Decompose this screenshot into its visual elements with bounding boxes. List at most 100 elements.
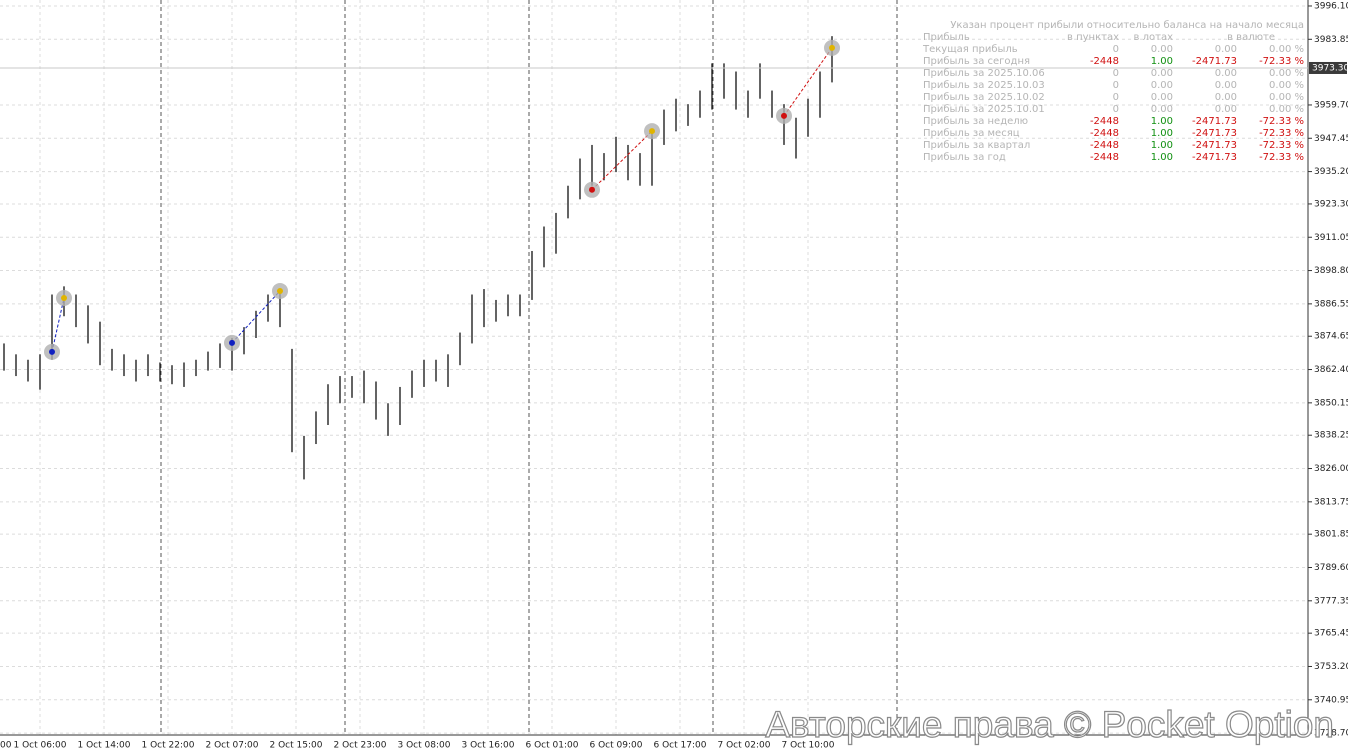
- panel-cell: 0.00: [1151, 92, 1173, 103]
- y-tick-label: 3959.70: [1314, 100, 1348, 110]
- panel-cell: -2448: [1090, 56, 1119, 67]
- panel-cell: -72.33 %: [1259, 116, 1304, 127]
- panel-cell: 0.00 %: [1269, 44, 1304, 55]
- x-tick-label: 1 Oct 06:00: [14, 741, 67, 751]
- panel-column: в пунктах: [1067, 32, 1119, 43]
- day-separators: [160, 0, 898, 735]
- panel-cell: 0: [1113, 104, 1119, 115]
- y-tick-label: 3886.55: [1314, 299, 1348, 309]
- y-tick-label: 3838.25: [1314, 431, 1348, 441]
- x-tick-label: 7 Oct 10:00: [782, 741, 835, 751]
- panel-cell: -72.33 %: [1259, 56, 1304, 67]
- panel-cell: -2448: [1090, 116, 1119, 127]
- y-tick-label: 3765.45: [1314, 629, 1348, 639]
- panel-cell: 1.00: [1151, 56, 1173, 67]
- panel-cell: 0.00: [1215, 104, 1237, 115]
- panel-cell: Текущая прибыль: [922, 44, 1018, 55]
- watermark: Авторские права © Pocket Option: [765, 704, 1334, 745]
- y-tick-label: 3753.20: [1314, 662, 1348, 672]
- trade-line: [591, 130, 653, 191]
- x-tick-label: 6 Oct 01:00: [526, 741, 579, 751]
- x-tick-label: 6 Oct 09:00: [590, 741, 643, 751]
- panel-cell: 0.00 %: [1269, 80, 1304, 91]
- panel-cell: -2471.73: [1192, 56, 1237, 67]
- trade-close-dot: [61, 295, 67, 302]
- panel-cell: Прибыль за 2025.10.01: [923, 104, 1045, 115]
- current-price-label: 3973.30: [1312, 63, 1348, 73]
- panel-title: Указан процент прибыли относительно бала…: [950, 20, 1304, 31]
- y-tick-label: 3862.40: [1314, 365, 1348, 375]
- x-tick-label: 1 Oct 22:00: [142, 741, 195, 751]
- panel-cell: Прибыль за квартал: [923, 140, 1030, 151]
- panel-cell: Прибыль за 2025.10.03: [923, 80, 1045, 91]
- x-tick-label: 7 Oct 02:00: [718, 741, 771, 751]
- panel-cell: 0.00: [1215, 80, 1237, 91]
- panel-cell: Прибыль за неделю: [923, 116, 1028, 127]
- trade-open-dot: [229, 339, 235, 346]
- y-tick-label: 3740.95: [1314, 695, 1348, 705]
- y-tick-label: 3789.60: [1314, 563, 1348, 573]
- x-tick-label: 6 Oct 17:00: [654, 741, 707, 751]
- panel-cell: 0: [1113, 44, 1119, 55]
- y-tick-label: 3813.75: [1314, 497, 1348, 507]
- panel-cell: 0.00: [1215, 68, 1237, 79]
- panel-cell: -2471.73: [1192, 116, 1237, 127]
- y-tick-label: 3728.70: [1314, 729, 1348, 739]
- panel-cell: 0.00: [1151, 68, 1173, 79]
- trades: [44, 39, 840, 360]
- trade-line: [51, 297, 65, 352]
- current-price-box: [1309, 61, 1347, 74]
- panel-cell: Прибыль за сегодня: [923, 56, 1030, 67]
- x-tick-label: 2 Oct 15:00: [270, 741, 323, 751]
- panel-cell: 1.00: [1151, 152, 1173, 163]
- grid: [0, 0, 1308, 735]
- panel-cell: -2448: [1090, 128, 1119, 139]
- panel-cell: -2471.73: [1192, 152, 1237, 163]
- x-tick-label: 00: [0, 741, 12, 751]
- y-tick-label: 3898.80: [1314, 266, 1348, 276]
- x-tick-label: 3 Oct 16:00: [462, 741, 515, 751]
- panel-cell: 1.00: [1151, 140, 1173, 151]
- y-tick-label: 3850.15: [1314, 398, 1348, 408]
- panel-cell: 0: [1113, 92, 1119, 103]
- y-tick-label: 3983.85: [1314, 35, 1348, 45]
- panel-column: в валюте: [1227, 32, 1275, 43]
- panel-cell: Прибыль за 2025.10.02: [923, 92, 1045, 103]
- panel-cell: 0.00: [1215, 44, 1237, 55]
- panel-cell: Прибыль за 2025.10.06: [923, 68, 1045, 79]
- x-tick-label: 2 Oct 23:00: [334, 741, 387, 751]
- x-tick-label: 3 Oct 08:00: [398, 741, 451, 751]
- trade-close-dot: [829, 44, 835, 51]
- y-tick-label: 3801.85: [1314, 530, 1348, 540]
- panel-cell: 0.00: [1215, 92, 1237, 103]
- y-tick-label: 3996.10: [1314, 1, 1348, 11]
- panel-cell: -2448: [1090, 140, 1119, 151]
- panel-cell: Прибыль за год: [923, 152, 1006, 163]
- panel-cell: -72.33 %: [1259, 140, 1304, 151]
- y-tick-label: 3777.35: [1314, 596, 1348, 606]
- y-tick-label: 3947.45: [1314, 134, 1348, 144]
- panel-cell: -72.33 %: [1259, 128, 1304, 139]
- y-tick-label: 3911.05: [1314, 233, 1348, 243]
- trade-line: [231, 290, 281, 344]
- trade-close-dot: [649, 128, 655, 135]
- panel-column: в лотах: [1134, 32, 1174, 43]
- panel-column: Прибыль: [923, 32, 970, 43]
- y-tick-label: 3826.00: [1314, 464, 1348, 474]
- profit-panel: Указан процент прибыли относительно бала…: [922, 20, 1304, 163]
- panel-cell: 0.00 %: [1269, 68, 1304, 79]
- panel-cell: 0: [1113, 80, 1119, 91]
- panel-cell: -2471.73: [1192, 140, 1237, 151]
- trade-open-dot: [49, 348, 55, 355]
- panel-cell: 0.00: [1151, 104, 1173, 115]
- panel-cell: -2448: [1090, 152, 1119, 163]
- trade-open-dot: [781, 112, 787, 119]
- x-tick-label: 1 Oct 14:00: [78, 741, 131, 751]
- y-tick-label: 3874.65: [1314, 332, 1348, 342]
- trade-line: [783, 47, 833, 117]
- trade-close-dot: [277, 287, 283, 294]
